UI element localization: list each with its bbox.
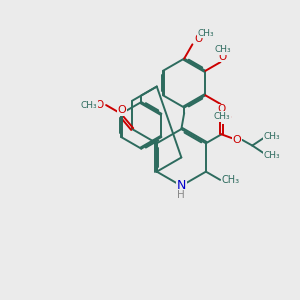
Text: O: O xyxy=(218,52,226,62)
Text: CH₃: CH₃ xyxy=(221,175,240,185)
Text: CH₃: CH₃ xyxy=(80,100,97,109)
Text: CH₃: CH₃ xyxy=(263,151,280,160)
Text: O: O xyxy=(218,104,226,114)
Text: O: O xyxy=(232,135,241,145)
Text: CH₃: CH₃ xyxy=(214,45,231,54)
Text: O: O xyxy=(95,100,104,110)
Text: CH₃: CH₃ xyxy=(263,131,280,140)
Text: H: H xyxy=(178,190,185,200)
Text: N: N xyxy=(177,179,186,192)
Text: CH₃: CH₃ xyxy=(214,112,230,121)
Text: O: O xyxy=(117,105,126,115)
Text: O: O xyxy=(194,34,202,44)
Text: O: O xyxy=(222,113,231,123)
Text: CH₃: CH₃ xyxy=(198,28,214,38)
